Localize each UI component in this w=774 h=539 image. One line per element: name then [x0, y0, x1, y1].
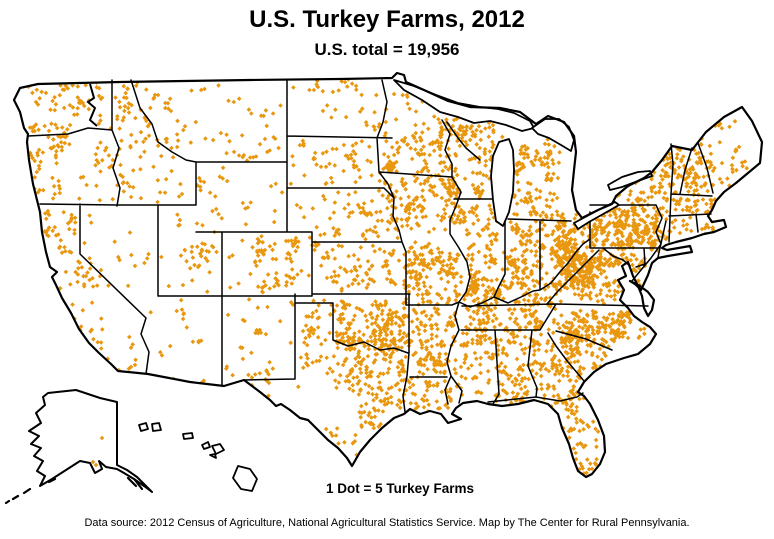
source-attribution: Data source: 2012 Census of Agriculture,…: [84, 517, 690, 529]
puget-sound-detail: [86, 83, 98, 127]
hawaii-oahu: [151, 422, 162, 432]
hawaii-maui: [211, 443, 225, 455]
alaska-outline: [28, 389, 153, 493]
alaska-dots: [90, 435, 105, 468]
alaska-inset: [4, 389, 153, 505]
hawaii-kahoolawe: [209, 453, 217, 459]
contiguous-us-landmass: [14, 73, 762, 477]
lake-michigan: [490, 138, 515, 227]
alaska-farm-dots: [90, 435, 105, 468]
map-subtitle: U.S. total = 19,956: [314, 40, 460, 59]
hawaii-inset: [138, 422, 258, 492]
aleutian-islands: [4, 476, 144, 505]
lake-huron: [531, 118, 575, 152]
hawaii-lanai: [201, 441, 211, 450]
dot-scale-legend: 1 Dot = 5 Turkey Farms: [326, 481, 474, 496]
hawaii-big-island: [232, 465, 258, 492]
hawaii-kauai: [138, 422, 149, 432]
hawaii-molokai: [182, 432, 194, 440]
page-title: U.S. Turkey Farms, 2012: [249, 6, 525, 33]
state-borders: [27, 79, 714, 413]
lake-ontario: [607, 170, 653, 191]
dots-layer: [25, 77, 754, 476]
farm-dots: [25, 77, 754, 476]
